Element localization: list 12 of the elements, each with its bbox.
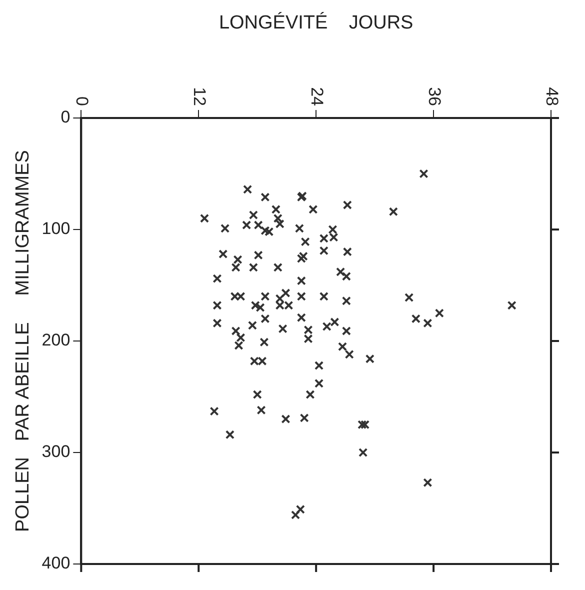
x-tick-label: 24	[307, 87, 326, 106]
y-tick-label: 300	[42, 442, 70, 462]
x-tick-label: 12	[190, 87, 209, 106]
y-tick-label: 200	[42, 330, 70, 350]
x-tick-label: 36	[424, 87, 444, 106]
y-tick-label: 0	[60, 108, 70, 127]
x-tick-label: 0	[72, 96, 92, 106]
x-tick-label: 48	[542, 87, 562, 106]
y-tick-label: 400	[42, 554, 70, 573]
y-tick-label: 100	[42, 219, 70, 238]
y-axis-title: POLLEN PAR ABEILLE MILLIGRAMMES	[12, 150, 34, 532]
x-axis-title: LONGÉVITÉ JOURS	[218, 12, 414, 34]
